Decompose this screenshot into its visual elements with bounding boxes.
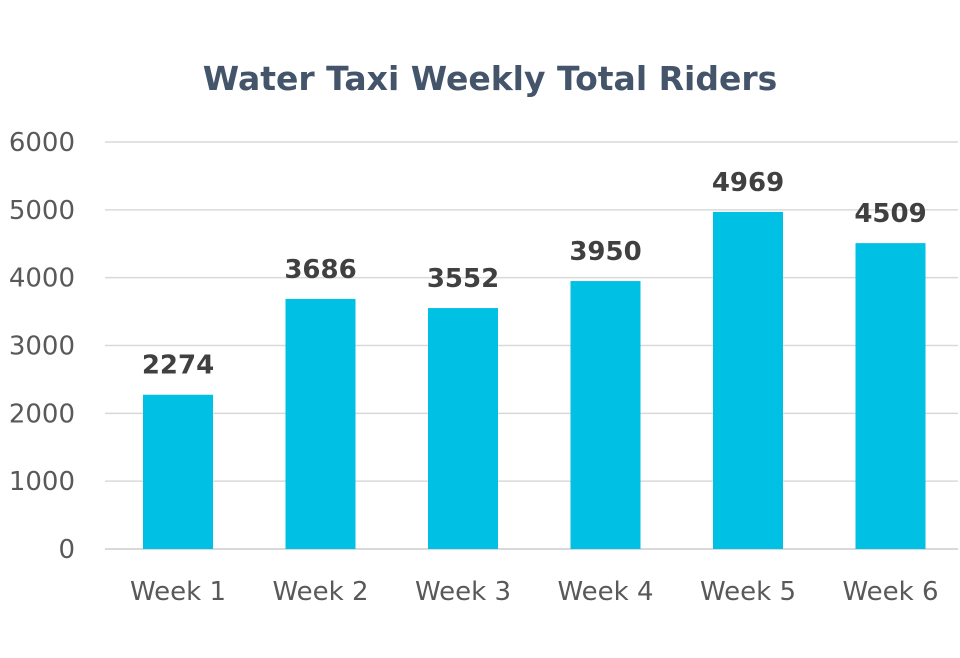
bar <box>143 394 213 549</box>
x-tick-label: Week 4 <box>557 577 653 607</box>
bar <box>570 281 641 549</box>
data-labels: 2274 3686 3552 3950 4969 4509 <box>142 168 927 381</box>
y-tick-label: 0 <box>58 535 75 565</box>
x-tick-label: Week 1 <box>130 577 226 607</box>
data-label: 2274 <box>142 351 214 381</box>
data-label: 3686 <box>284 255 356 285</box>
bar <box>428 308 498 549</box>
data-label: 4969 <box>712 168 784 198</box>
y-tick-label: 4000 <box>9 264 75 294</box>
y-tick-label: 5000 <box>9 196 75 226</box>
x-tick-label: Week 5 <box>700 577 796 607</box>
bar <box>285 298 356 549</box>
y-tick-label: 3000 <box>9 332 75 362</box>
data-label: 4509 <box>854 199 926 229</box>
x-tick-label: Week 3 <box>415 577 511 607</box>
data-label: 3552 <box>427 264 499 294</box>
data-label: 3950 <box>569 237 641 267</box>
gridlines <box>105 141 958 550</box>
y-tick-label: 1000 <box>9 467 75 497</box>
x-axis-tick-labels: Week 1 Week 2 Week 3 Week 4 Week 5 Week 6 <box>130 577 939 607</box>
y-tick-label: 2000 <box>9 399 75 429</box>
bar <box>713 211 783 550</box>
bar <box>855 243 926 549</box>
x-tick-label: Week 6 <box>842 577 938 607</box>
y-axis-tick-labels: 0 1000 2000 3000 4000 5000 6000 <box>9 128 75 565</box>
y-tick-label: 6000 <box>9 128 75 158</box>
chart-title: Water Taxi Weekly Total Riders <box>203 59 778 98</box>
x-tick-label: Week 2 <box>272 577 368 607</box>
bars <box>143 211 926 550</box>
